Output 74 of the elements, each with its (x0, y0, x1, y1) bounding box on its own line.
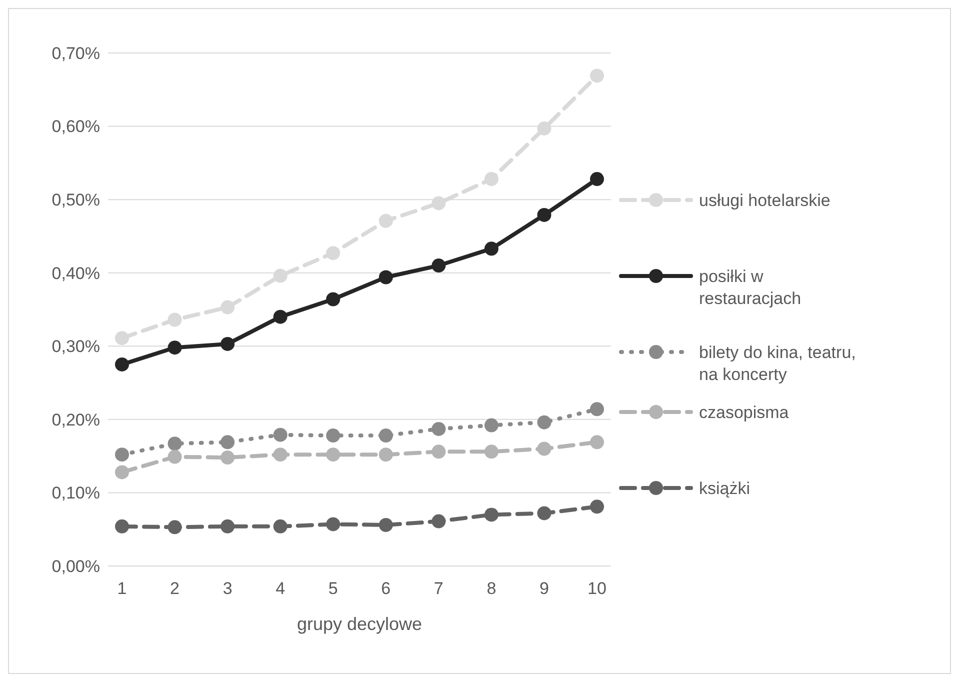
point (590, 172, 604, 186)
point (220, 300, 235, 314)
y-tick-label: 0,30% (52, 337, 100, 356)
y-tick-label: 0,60% (52, 117, 100, 136)
point (326, 517, 340, 532)
point (432, 422, 446, 436)
point (432, 258, 446, 273)
point (590, 402, 604, 416)
point (220, 435, 235, 450)
x-tick-label: 6 (381, 579, 391, 598)
x-tick-label: 4 (276, 579, 286, 598)
point (590, 500, 604, 514)
point (484, 444, 498, 459)
point (220, 519, 235, 534)
point (326, 448, 340, 462)
legend-label: posiłki w restauracjach (699, 266, 802, 308)
point (115, 465, 129, 480)
legend-label: książki (699, 478, 750, 498)
point (115, 357, 129, 372)
x-tick-label: 10 (588, 579, 606, 598)
x-tick-label: 5 (328, 579, 338, 598)
point (273, 310, 288, 324)
point (484, 418, 498, 432)
point (273, 448, 288, 462)
x-tick-label: 7 (434, 579, 444, 598)
point (378, 270, 393, 284)
point (115, 331, 129, 346)
point (326, 246, 340, 260)
point (432, 196, 446, 210)
legend-label: usługi hotelarskie (699, 190, 830, 210)
point (273, 268, 288, 283)
point (378, 518, 393, 532)
point (168, 520, 182, 534)
x-tick-label: 2 (170, 579, 180, 598)
point (168, 340, 182, 355)
point (378, 214, 393, 228)
point (220, 450, 235, 465)
point (537, 208, 552, 222)
legend-label: bilety do kina, teatru, na koncerty (699, 342, 856, 384)
point (484, 172, 498, 186)
x-tick-label: 9 (539, 579, 549, 598)
point (590, 68, 604, 83)
y-tick-label: 0,70% (52, 44, 100, 63)
y-tick-label: 0,10% (52, 484, 100, 503)
x-axis-title: grupy decylowe (296, 614, 422, 634)
point (432, 444, 446, 459)
y-tick-label: 0,00% (52, 556, 100, 576)
point (537, 442, 552, 456)
y-tick-label: 0,20% (52, 410, 100, 430)
point (484, 508, 498, 522)
point (537, 415, 552, 430)
point (115, 448, 129, 462)
point (537, 506, 552, 520)
y-tick-label: 0,40% (52, 264, 100, 283)
y-tick-label: 0,50% (52, 190, 100, 210)
point (115, 519, 129, 534)
point (590, 435, 604, 450)
legend-label: czasopisma (699, 402, 790, 422)
point (273, 428, 288, 442)
point (168, 312, 182, 327)
point (432, 514, 446, 528)
point (273, 519, 288, 534)
point (326, 428, 340, 443)
x-tick-label: 1 (117, 579, 127, 598)
point (537, 121, 552, 136)
point (378, 428, 393, 443)
point (484, 242, 498, 256)
point (168, 450, 182, 464)
point (168, 436, 182, 451)
x-tick-label: 3 (222, 579, 232, 598)
point (378, 448, 393, 462)
point (326, 292, 340, 306)
point (220, 336, 235, 351)
x-tick-label: 8 (486, 579, 496, 598)
